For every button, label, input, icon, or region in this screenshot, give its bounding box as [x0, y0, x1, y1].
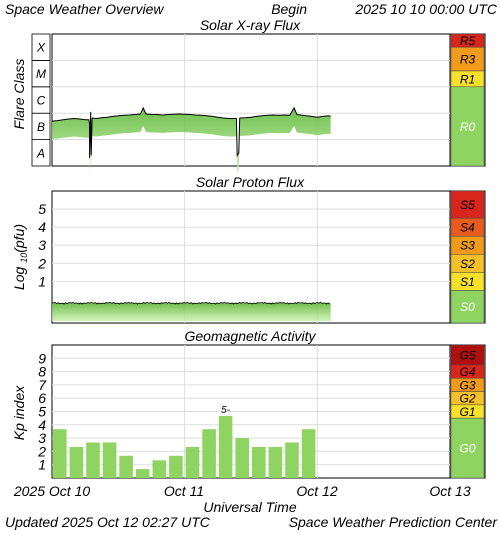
kp-bar-7 — [169, 455, 183, 478]
proton-title: Solar Proton Flux — [196, 174, 305, 190]
geomag-scale-label-g2: G2 — [459, 392, 475, 406]
updated-label: Updated — [5, 514, 59, 530]
kp-bar-13 — [268, 447, 283, 478]
geomag-y-tick-1: 1 — [38, 457, 46, 473]
kp-bar-11 — [235, 438, 249, 478]
kp-bar-10 — [218, 415, 233, 478]
kp-bar-8 — [185, 447, 200, 478]
x-tick-oct13: Oct 13 — [429, 483, 470, 499]
x-tick-oct11: Oct 11 — [164, 483, 204, 499]
begin-label: Begin — [271, 1, 307, 17]
xray-class-label-x: X — [36, 41, 46, 55]
xray-scale-r0 — [450, 86, 485, 167]
proton-scale-s0 — [450, 290, 485, 324]
geomag-y-tick-8: 8 — [38, 364, 46, 380]
proton-flux-fill — [52, 303, 331, 322]
geomag-y-tick-4: 4 — [38, 417, 46, 433]
xray-class-label-c: C — [37, 94, 46, 108]
geomag-title: Geomagnetic Activity — [185, 328, 317, 344]
proton-frame — [51, 190, 486, 324]
proton-panel: 1 2 3 4 5 S5 S4 S3 S2 S1 S0 — [37, 190, 486, 324]
kp-bar-0 — [53, 429, 67, 478]
geomag-y-tick-9: 9 — [38, 350, 46, 366]
xray-class-label-a: A — [36, 146, 45, 160]
geomag-scale-g0 — [450, 417, 485, 479]
xray-scale-label-r1: R1 — [460, 72, 475, 86]
source-label: Space Weather Prediction Center — [289, 514, 499, 530]
kp-bar-3 — [102, 442, 117, 478]
proton-y-tick-5: 5 — [38, 201, 46, 217]
proton-scale-s5 — [450, 190, 485, 219]
kp-bar-5 — [135, 469, 150, 478]
geomag-ylabel: Kp index — [11, 385, 27, 440]
geomag-scale-label-g0: G0 — [459, 442, 475, 456]
proton-scale-label-s5: S5 — [460, 198, 475, 212]
proton-y-tick-1: 1 — [38, 273, 46, 289]
geomag-y-tick-6: 6 — [38, 390, 46, 406]
kp-bar-6 — [152, 460, 167, 478]
xray-scale-label-r0: R0 — [460, 120, 476, 134]
geomag-y-tick-7: 7 — [38, 377, 47, 393]
proton-scale-label-s3: S3 — [460, 239, 475, 253]
kp-bar-14 — [285, 442, 299, 478]
proton-scale-label-s2: S2 — [460, 257, 475, 271]
x-tick-oct12: Oct 12 — [296, 483, 337, 499]
kp-bar-2 — [86, 442, 100, 478]
proton-scale-label-s0: S0 — [460, 300, 475, 314]
kp-bar-1 — [69, 447, 84, 478]
geomag-y-tick-5: 5 — [38, 404, 46, 420]
updated-value: 2025 Oct 12 02:27 UTC — [61, 514, 211, 530]
xray-scale-label-r3: R3 — [460, 53, 476, 67]
kp-bar-12 — [252, 447, 266, 478]
page-title: Space Weather Overview — [5, 1, 164, 17]
xray-frame — [51, 33, 486, 167]
x-axis-label: Universal Time — [203, 499, 296, 515]
proton-y-tick-4: 4 — [38, 219, 46, 235]
geomag-scale-label-g5: G5 — [459, 348, 475, 362]
proton-scale-label-s4: S4 — [460, 221, 475, 235]
proton-scale-label-s1: S1 — [460, 275, 475, 289]
xray-class-label-b: B — [37, 120, 45, 134]
geomag-scale-label-g1: G1 — [459, 405, 475, 419]
proton-y-tick-3: 3 — [38, 237, 46, 253]
xray-title: Solar X-ray Flux — [200, 17, 301, 33]
xray-flux-fill — [52, 107, 331, 177]
kp-bar-15 — [301, 429, 316, 478]
xray-ylabel: Flare Class — [11, 59, 27, 130]
proton-flux-line — [51, 301, 330, 305]
proton-ylabel: Log 10(pfu) — [11, 224, 29, 290]
xray-class-box-x — [31, 33, 51, 61]
kp-bar-label-10: 5- — [221, 405, 231, 416]
kp-bar-4 — [119, 455, 133, 478]
x-tick-oct10: 2025 Oct 10 — [13, 483, 90, 499]
geomag-scale-label-g4: G4 — [459, 365, 475, 379]
kp-bar-9 — [202, 429, 216, 478]
xray-flux-line — [51, 106, 331, 159]
xray-scale-label-r5: R5 — [460, 34, 476, 48]
xray-class-label-m: M — [36, 67, 46, 81]
proton-y-tick-2: 2 — [37, 255, 46, 271]
geomag-scale-label-g3: G3 — [459, 378, 475, 392]
geomag-y-tick-2: 2 — [37, 443, 46, 459]
begin-value: 2025 10 10 00:00 UTC — [354, 1, 498, 17]
geomag-y-tick-3: 3 — [38, 430, 46, 446]
